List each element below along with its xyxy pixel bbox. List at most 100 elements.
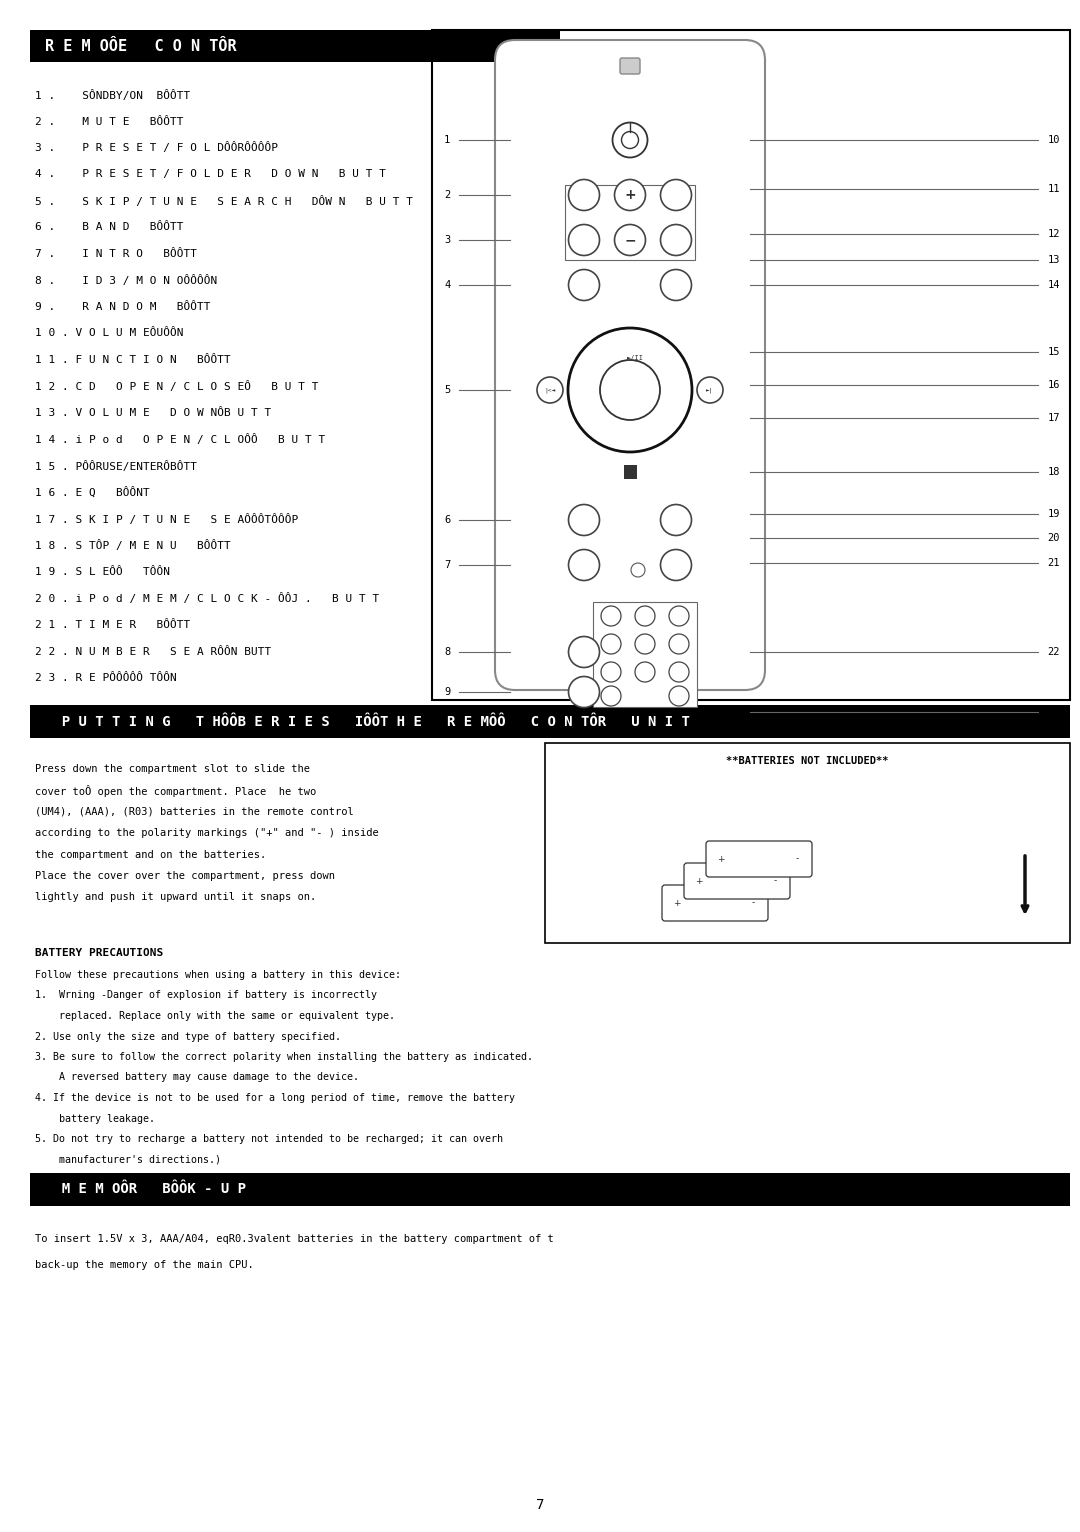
Text: P U T T I N G   T HÔÔB E R I E S   IÔÔT H E   R E MÔÔ   C O N TÔR   U N I T: P U T T I N G T HÔÔB E R I E S IÔÔT H E … [45,714,690,729]
Text: 2 1 . T I M E R   BÔÔTT: 2 1 . T I M E R BÔÔTT [35,620,190,630]
Circle shape [568,677,599,708]
Text: (UM4), (AAA), (R03) batteries in the remote control: (UM4), (AAA), (R03) batteries in the rem… [35,806,354,817]
Text: 5: 5 [444,385,450,395]
Bar [565,185,696,260]
Text: 12: 12 [1048,228,1059,239]
Circle shape [612,123,648,158]
Text: 2 0 . i P o d / M E M / C L O C K - ÔÔJ .   B U T T: 2 0 . i P o d / M E M / C L O C K - ÔÔJ … [35,593,379,604]
Circle shape [568,179,599,210]
Text: 1 0 . V O L U M EÔUÔÔN: 1 0 . V O L U M EÔUÔÔN [35,328,184,339]
Text: 4 .    P R E S E T / F O L D E R   D O W N   B U T T: 4 . P R E S E T / F O L D E R D O W N B … [35,170,386,179]
Text: 23: 23 [1048,706,1059,717]
Circle shape [661,270,691,300]
Text: 6 .    B A N D   BÔÔTT: 6 . B A N D BÔÔTT [35,222,184,233]
Text: 11: 11 [1048,184,1059,195]
FancyBboxPatch shape [593,602,697,706]
Text: 3: 3 [444,234,450,245]
Circle shape [568,270,599,300]
Text: |<◄: |<◄ [544,388,555,392]
Circle shape [635,634,654,654]
Circle shape [568,636,599,668]
Text: 21: 21 [1048,558,1059,568]
Circle shape [669,634,689,654]
Text: the compartment and on the batteries.: the compartment and on the batteries. [35,850,267,859]
Text: 14: 14 [1048,280,1059,290]
Text: 6: 6 [444,515,450,525]
Text: Press down the compartment slot to slide the: Press down the compartment slot to slide… [35,763,310,774]
Circle shape [635,607,654,627]
Circle shape [600,360,660,420]
Circle shape [669,662,689,682]
Text: 8: 8 [444,647,450,657]
Text: M E M OÔR   BÔÔK - U P: M E M OÔR BÔÔK - U P [45,1183,246,1196]
Text: 9 .    R A N D O M   BÔÔTT: 9 . R A N D O M BÔÔTT [35,302,211,313]
Text: 7 .    I N T R O   BÔÔTT: 7 . I N T R O BÔÔTT [35,250,197,259]
Circle shape [600,686,621,706]
Circle shape [537,377,563,403]
Text: 2 2 . N U M B E R   S E A RÔÔN BUTT: 2 2 . N U M B E R S E A RÔÔN BUTT [35,647,271,657]
Circle shape [661,225,691,256]
Text: R E M OÔE   C O N TÔR: R E M OÔE C O N TÔR [45,38,237,54]
Text: 18: 18 [1048,467,1059,476]
Text: 1: 1 [444,135,450,146]
Text: back-up the memory of the main CPU.: back-up the memory of the main CPU. [35,1259,254,1270]
Bar [30,705,1070,738]
Text: 19: 19 [1048,509,1059,519]
Text: 4. If the device is not to be used for a long period of time, remove the battery: 4. If the device is not to be used for a… [35,1092,515,1103]
Circle shape [697,377,723,403]
Circle shape [661,179,691,210]
Text: 3 .    P R E S E T / F O L DÔÔRÔÔÔÔP: 3 . P R E S E T / F O L DÔÔRÔÔÔÔP [35,142,278,153]
Text: A reversed battery may cause damage to the device.: A reversed battery may cause damage to t… [35,1072,359,1083]
Text: 1 2 . C D   O P E N / C L O S EÔ   B U T T: 1 2 . C D O P E N / C L O S EÔ B U T T [35,381,319,392]
Text: ►/II: ►/II [626,355,644,362]
Text: BATTERY PRECAUTIONS: BATTERY PRECAUTIONS [35,948,163,958]
Text: **BATTERIES NOT INCLUDED**: **BATTERIES NOT INCLUDED** [726,755,889,766]
Bar [545,743,1070,944]
Text: 5. Do not try to recharge a battery not intended to be recharged; it can overh: 5. Do not try to recharge a battery not … [35,1134,503,1144]
FancyBboxPatch shape [706,841,812,876]
FancyBboxPatch shape [620,58,640,74]
Text: 1 4 . i P o d   O P E N / C L OÔÔ   B U T T: 1 4 . i P o d O P E N / C L OÔÔ B U T T [35,434,325,444]
FancyBboxPatch shape [684,863,789,899]
Text: battery leakage.: battery leakage. [35,1114,156,1123]
Text: 7: 7 [536,1498,544,1512]
FancyBboxPatch shape [662,885,768,921]
Text: 9: 9 [444,686,450,697]
Text: 6. Battery shall not be exposed to excessive heat such as sunshine, fire or th: 6. Battery shall not be exposed to exces… [35,1175,503,1184]
Circle shape [661,550,691,581]
Text: 1 3 . V O L U M E   D O W NÔB U T T: 1 3 . V O L U M E D O W NÔB U T T [35,408,271,418]
Circle shape [600,607,621,627]
Text: −: − [624,233,636,247]
Circle shape [568,550,599,581]
Text: -: - [752,898,755,907]
Circle shape [669,686,689,706]
Circle shape [615,225,646,256]
Text: 1.  Wrning -Danger of explosion if battery is incorrectly: 1. Wrning -Danger of explosion if batter… [35,991,377,1000]
Text: 22: 22 [1048,647,1059,657]
Text: 1 7 . S K I P / T U N E   S E AÔÔÔTÔÔÔP: 1 7 . S K I P / T U N E S E AÔÔÔTÔÔÔP [35,513,298,524]
Circle shape [669,607,689,627]
Text: 1 .    SÔNDBY/ON  BÔÔTT: 1 . SÔNDBY/ON BÔÔTT [35,89,190,101]
Text: 2: 2 [444,190,450,201]
Text: cover toÔ open the compartment. Place  he two: cover toÔ open the compartment. Place he… [35,784,316,797]
Text: To insert 1.5V x 3, AAA/A04, eqR0.3valent batteries in the battery compartment o: To insert 1.5V x 3, AAA/A04, eqR0.3valen… [35,1233,554,1244]
Text: 7: 7 [444,561,450,570]
FancyBboxPatch shape [495,40,765,689]
Text: 2. Use only the size and type of battery specified.: 2. Use only the size and type of battery… [35,1031,341,1042]
Text: 1 6 . E Q   BÔÔNT: 1 6 . E Q BÔÔNT [35,487,150,498]
Text: +: + [696,876,703,885]
Text: 16: 16 [1048,380,1059,391]
Text: manufacturer's directions.): manufacturer's directions.) [35,1155,221,1164]
Text: 1 9 . S L EÔÔ   TÔÔN: 1 9 . S L EÔÔ TÔÔN [35,567,170,578]
Text: 5 .    S K I P / T U N E   S E A R C H   DÔW N   B U T T: 5 . S K I P / T U N E S E A R C H DÔW N … [35,196,413,207]
Bar [623,466,636,478]
Circle shape [568,504,599,536]
Text: Follow these precautions when using a battery in this device:: Follow these precautions when using a ba… [35,970,401,980]
Circle shape [600,662,621,682]
Text: according to the polarity markings ("+" and "- ) inside: according to the polarity markings ("+" … [35,827,379,838]
Text: 15: 15 [1048,348,1059,357]
Circle shape [568,328,692,452]
Text: 2 3 . R E PÔÔÔÔÔ TÔÔN: 2 3 . R E PÔÔÔÔÔ TÔÔN [35,673,177,683]
Text: -: - [773,876,777,885]
Text: lightly and push it upward until it snaps on.: lightly and push it upward until it snap… [35,893,316,902]
